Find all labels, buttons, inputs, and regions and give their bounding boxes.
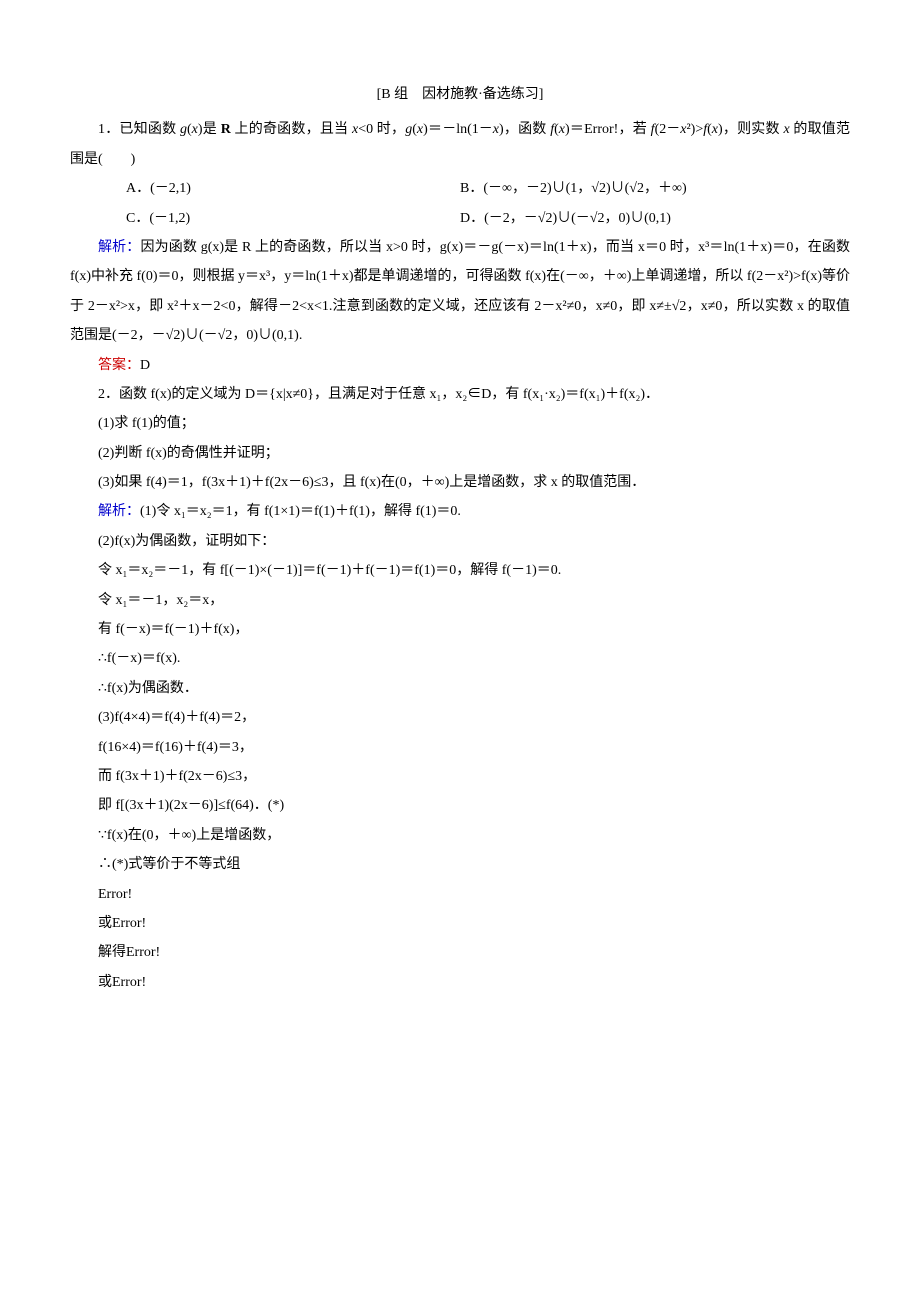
q2-s13: ∴(*)式等价于不等式组 <box>70 850 850 879</box>
q1-analysis-label: 解析： <box>98 240 140 255</box>
q2-part2: (2)判断 f(x)的奇偶性并证明； <box>70 439 850 468</box>
q2-stem: 2．函数 f(x)的定义域为 D＝{x|x≠0}，且满足对于任意 x₁，x₂∈D… <box>70 380 850 409</box>
q2-s9: f(16×4)＝f(16)＋f(4)＝3， <box>70 733 850 762</box>
q1-opt-a: A．(－2,1) <box>70 174 460 203</box>
section-header: [B 组 因材施教·备选练习] <box>70 80 850 109</box>
q1-answer-text: D <box>140 358 150 373</box>
q2-s8: (3)f(4×4)＝f(4)＋f(4)＝2， <box>70 703 850 732</box>
q1-stem-f: ，若 <box>618 122 650 137</box>
q2-s10: 而 f(3x＋1)＋f(2x－6)≤3， <box>70 762 850 791</box>
q2-s7: ∴f(x)为偶函数． <box>70 674 850 703</box>
q1-choices-row1: A．(－2,1) B．(－∞，－2)∪(1，√2)∪(√2，＋∞) <box>70 174 850 203</box>
q2-part3: (3)如果 f(4)＝1，f(3x＋1)＋f(2x－6)≤3，且 f(x)在(0… <box>70 468 850 497</box>
q2-s2: (2)f(x)为偶函数，证明如下： <box>70 527 850 556</box>
q2-s1: (1)令 x₁＝x₂＝1，有 f(1×1)＝f(1)＋f(1)，解得 f(1)＝… <box>140 504 461 519</box>
q1-math-xlt0: x<0 <box>352 122 373 137</box>
q2-s14: Error! <box>70 880 850 909</box>
q1-opt-b: B．(－∞，－2)∪(1，√2)∪(√2，＋∞) <box>460 174 850 203</box>
q1-math-gx: g(x) <box>180 122 203 137</box>
q2-s17: 或Error! <box>70 968 850 997</box>
q2-s5: 有 f(－x)＝f(－1)＋f(x)， <box>70 615 850 644</box>
q2-s15: 或Error! <box>70 909 850 938</box>
q2-s3: 令 x₁＝x₂＝－1，有 f[(－1)×(－1)]＝f(－1)＋f(－1)＝f(… <box>70 556 850 585</box>
q2-s16: 解得Error! <box>70 938 850 967</box>
q1-analysis: 解析：因为函数 g(x)是 R 上的奇函数，所以当 x>0 时，g(x)＝－g(… <box>70 233 850 351</box>
q2-s6: ∴f(－x)＝f(x). <box>70 644 850 673</box>
q2-s12: ∵f(x)在(0，＋∞)上是增函数， <box>70 821 850 850</box>
q2-analysis-label: 解析： <box>98 504 140 519</box>
q1-math-cond: f(2－x²)>f(x) <box>651 122 723 137</box>
q1-stem-g: ，则实数 <box>723 122 784 137</box>
q2-s11: 即 f[(3x＋1)(2x－6)]≤f(64)．(*) <box>70 791 850 820</box>
q1-math-fx: f(x)＝ <box>550 122 584 137</box>
q1-stem-b: 上的奇函数，且当 <box>231 122 352 137</box>
q1-math-gx2: g(x)＝－ln(1－x) <box>405 122 503 137</box>
q1-opt-d: D．(－2，－√2)∪(－√2，0)∪(0,1) <box>460 204 850 233</box>
q1-stem-a: 1．已知函数 <box>98 122 180 137</box>
q2-s4: 令 x₁＝－1，x₂＝x， <box>70 586 850 615</box>
q1-answer-label: 答案： <box>98 358 140 373</box>
q2-part1: (1)求 f(1)的值； <box>70 409 850 438</box>
q1-stem-c: 时， <box>373 122 405 137</box>
q1-bold-R: R <box>221 122 231 137</box>
q1-paren: ( ) <box>98 152 135 167</box>
q1-stem-d: ，函数 <box>504 122 551 137</box>
q1-answer: 答案：D <box>70 351 850 380</box>
q2-sol-1: 解析：(1)令 x₁＝x₂＝1，有 f(1×1)＝f(1)＋f(1)，解得 f(… <box>70 497 850 526</box>
q1-stem: 1．已知函数 g(x)是 R 上的奇函数，且当 x<0 时，g(x)＝－ln(1… <box>70 115 850 174</box>
q1-opt-c: C．(－1,2) <box>70 204 460 233</box>
q1-choices-row2: C．(－1,2) D．(－2，－√2)∪(－√2，0)∪(0,1) <box>70 204 850 233</box>
q1-error: Error! <box>584 122 618 137</box>
q1-analysis-text: 因为函数 g(x)是 R 上的奇函数，所以当 x>0 时，g(x)＝－g(－x)… <box>70 240 850 343</box>
